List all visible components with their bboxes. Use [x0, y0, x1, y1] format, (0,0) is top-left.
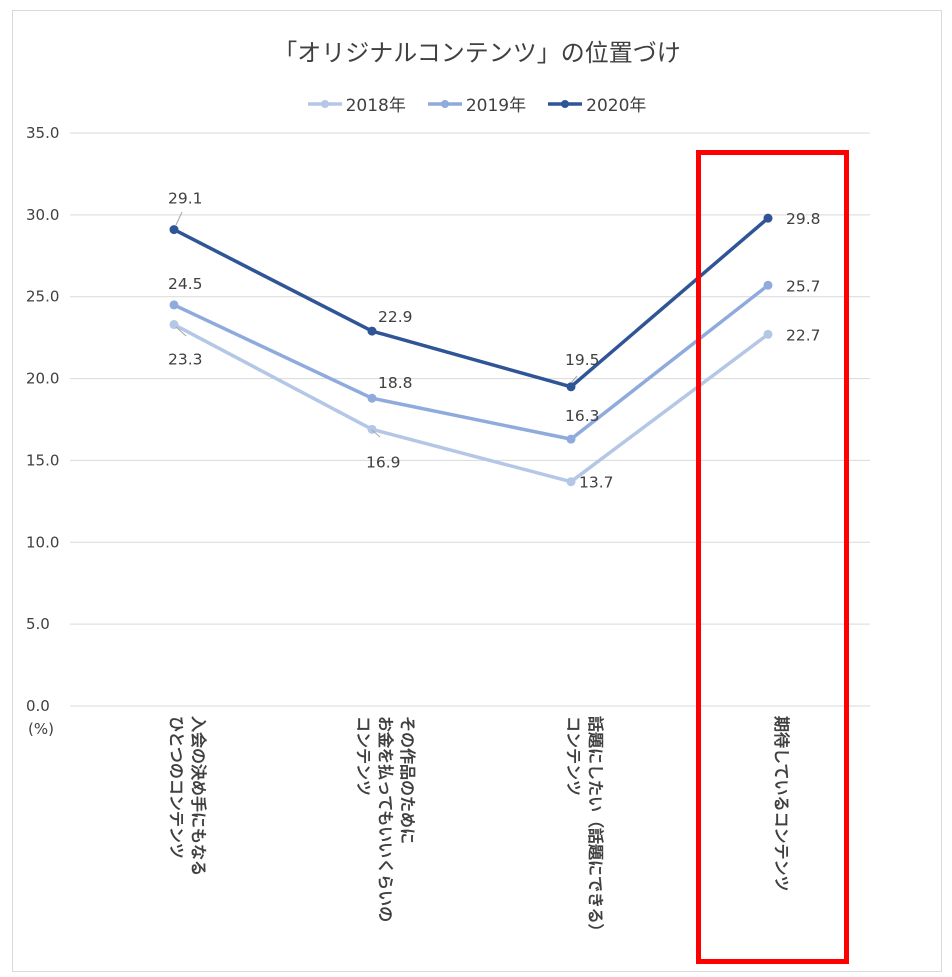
chart-frame: 「オリジナルコンテンツ」の位置づけ 2018年 2019年 2020年 — [12, 10, 942, 972]
legend-label: 2020年 — [586, 96, 647, 116]
y-axis-unit: (%) — [28, 720, 54, 738]
legend-item: 2020年 — [548, 91, 646, 116]
y-tick-label: 10.0 — [26, 533, 59, 551]
y-tick-label: 15.0 — [26, 451, 59, 469]
highlight-box — [696, 150, 849, 964]
data-point — [763, 329, 773, 339]
legend-swatch — [427, 99, 462, 108]
data-label: 25.7 — [786, 277, 821, 295]
chart-title: 「オリジナルコンテンツ」の位置づけ — [273, 39, 681, 67]
data-label: 16.9 — [366, 453, 401, 471]
y-tick-label: 5.0 — [26, 615, 50, 633]
legend-marker — [320, 99, 329, 108]
series-line-2020年 — [173, 216, 770, 389]
data-label: 22.9 — [378, 308, 413, 326]
series-line-2019年 — [173, 283, 770, 441]
y-tick-label: 30.0 — [26, 206, 59, 224]
label-leader-line — [570, 375, 578, 384]
x-category-label: 話題にしたい（話題にできる） — [586, 716, 605, 940]
label-leader-line — [175, 211, 183, 226]
label-leader-line — [175, 326, 187, 337]
data-label: 16.3 — [565, 407, 600, 425]
data-label: 19.5 — [565, 351, 600, 369]
legend: 2018年 2019年 2020年 — [13, 91, 941, 116]
legend-item: 2018年 — [307, 91, 406, 116]
x-category-label: ひとつのコンテンツ — [167, 716, 186, 859]
y-tick-label: 25.0 — [26, 288, 59, 306]
legend-label: 2018年 — [345, 96, 406, 116]
x-category-label: 期待しているコンテンツ — [772, 716, 791, 892]
y-tick-label: 35.0 — [26, 124, 59, 142]
data-point — [169, 225, 179, 235]
data-point — [763, 213, 773, 223]
legend-swatch — [548, 99, 583, 108]
legend-item: 2019年 — [427, 91, 527, 116]
legend-marker — [440, 99, 449, 108]
data-label: 24.5 — [168, 275, 203, 293]
data-label: 29.1 — [168, 190, 203, 208]
y-tick-label: 0.0 — [26, 697, 50, 715]
x-category-label: コンテンツ — [564, 716, 583, 796]
x-category-label: コンテンツ — [354, 716, 373, 796]
legend-swatch — [307, 99, 342, 108]
label-leader-line — [371, 429, 381, 438]
data-point — [367, 393, 377, 403]
x-category-label: その作品のために — [398, 716, 417, 844]
data-label: 29.8 — [786, 210, 821, 228]
y-tick-label: 20.0 — [26, 370, 59, 388]
data-label: 22.7 — [786, 326, 821, 344]
data-label: 23.3 — [168, 351, 203, 369]
data-label: 18.8 — [378, 374, 413, 392]
data-point — [566, 434, 576, 444]
data-point — [169, 300, 179, 310]
legend-marker — [561, 99, 570, 108]
data-point — [566, 477, 576, 487]
data-point — [763, 280, 773, 290]
x-category-label: 入会の決め手にもなる — [189, 716, 208, 876]
data-point — [566, 382, 576, 392]
series-line-2018年 — [173, 322, 770, 484]
data-point — [367, 326, 377, 336]
x-category-label: お金を払ってもいいくらいの — [376, 716, 395, 922]
data-label: 13.7 — [579, 474, 614, 492]
legend-label: 2019年 — [465, 96, 527, 116]
